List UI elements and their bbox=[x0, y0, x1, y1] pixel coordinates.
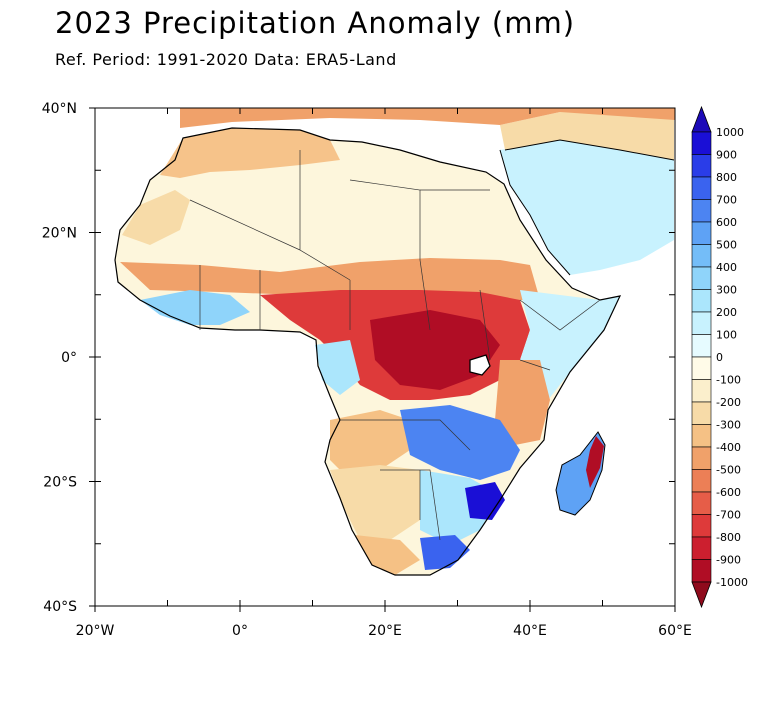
map-title: 2023 Precipitation Anomaly (mm) bbox=[55, 6, 576, 40]
colorbar-label: 900 bbox=[716, 149, 737, 162]
colorbar-swatch bbox=[691, 356, 712, 380]
colorbar-label: 100 bbox=[716, 329, 737, 342]
y-tick-label: 20°S bbox=[43, 475, 77, 491]
colorbar-swatch bbox=[691, 311, 712, 335]
colorbar-label: -800 bbox=[716, 531, 741, 544]
colorbar-swatch bbox=[691, 334, 712, 358]
colorbar-label: 1000 bbox=[716, 126, 744, 139]
region-congo-core-deficit bbox=[370, 310, 500, 390]
colorbar-label: -100 bbox=[716, 374, 741, 387]
region-madagascar-east-deficit bbox=[586, 436, 604, 488]
colorbar-swatch bbox=[691, 379, 712, 403]
region-mozambique-surplus bbox=[465, 482, 505, 520]
colorbar-swatch bbox=[691, 401, 712, 425]
region-namibia-deficit bbox=[330, 465, 420, 540]
x-tick-label: 0° bbox=[232, 623, 248, 639]
y-tick-label: 40°S bbox=[43, 599, 77, 615]
region-guinea-coast-surplus bbox=[140, 290, 250, 325]
region-sahel-deficit bbox=[120, 258, 540, 300]
colorbar-label: -600 bbox=[716, 486, 741, 499]
colorbar-top-arrow bbox=[691, 105, 712, 133]
map-content bbox=[114, 108, 675, 576]
colorbar-swatch bbox=[691, 244, 712, 268]
colorbar-label: 600 bbox=[716, 216, 737, 229]
lake-victoria bbox=[469, 354, 491, 376]
x-tick-label: 60°E bbox=[658, 623, 692, 639]
colorbar-bottom-arrow bbox=[691, 581, 712, 609]
colorbar-swatch bbox=[691, 446, 712, 470]
colorbar-label: -500 bbox=[716, 464, 741, 477]
colorbar-swatch bbox=[691, 199, 712, 223]
region-cape-deficit bbox=[355, 535, 420, 575]
map-subtitle: Ref. Period: 1991-2020 Data: ERA5-Land bbox=[55, 50, 397, 69]
x-tick-label: 20°W bbox=[76, 623, 115, 639]
region-west-sahara-coast bbox=[122, 190, 190, 245]
region-horn-of-africa bbox=[520, 290, 620, 400]
region-levant bbox=[500, 112, 674, 160]
colorbar-swatch bbox=[691, 559, 712, 583]
colorbar-swatch bbox=[691, 131, 712, 155]
x-tick-label: 40°E bbox=[513, 623, 547, 639]
colorbar-label: -900 bbox=[716, 554, 741, 567]
y-tick-label: 0° bbox=[61, 350, 77, 366]
colorbar-swatch bbox=[691, 469, 712, 493]
colorbar-label: -300 bbox=[716, 419, 741, 432]
y-tick-label: 20°N bbox=[42, 226, 77, 242]
colorbar-swatch bbox=[691, 536, 712, 560]
colorbar-label: 200 bbox=[716, 306, 737, 319]
colorbar-label: -200 bbox=[716, 396, 741, 409]
colorbar-label: 400 bbox=[716, 261, 737, 274]
colorbar-label: 0 bbox=[716, 351, 723, 364]
x-tick-label: 20°E bbox=[368, 623, 402, 639]
colorbar-label: 500 bbox=[716, 239, 737, 252]
region-southern-africa-surplus bbox=[400, 405, 520, 480]
colorbar-label: 300 bbox=[716, 284, 737, 297]
region-europe-south bbox=[180, 108, 675, 128]
red-sea-coast bbox=[499, 139, 675, 276]
colorbar-swatch bbox=[691, 221, 712, 245]
colorbar-label: -1000 bbox=[716, 576, 748, 589]
colorbar-swatch bbox=[691, 154, 712, 178]
colorbar-swatch bbox=[691, 266, 712, 290]
colorbar-swatch bbox=[691, 514, 712, 538]
y-tick-label: 40°N bbox=[42, 101, 77, 117]
region-maghreb-coast bbox=[160, 128, 340, 178]
region-natal-surplus bbox=[420, 535, 470, 570]
colorbar-swatch bbox=[691, 491, 712, 515]
region-east-africa-deficit bbox=[495, 360, 550, 445]
colorbar-swatch bbox=[691, 289, 712, 313]
colorbar-label: 800 bbox=[716, 171, 737, 184]
region-angola-deficit bbox=[330, 410, 410, 475]
africa-coastline bbox=[114, 127, 622, 576]
axis-ticks: 20°W 0° 20°E 40°E 60°E 40°N 20°N 0° 20°S 40°S bbox=[42, 101, 692, 639]
colorbar: 10009008007006005004003002001000-100-200… bbox=[691, 105, 748, 609]
colorbar-label: 700 bbox=[716, 194, 737, 207]
colorbar-swatch bbox=[691, 424, 712, 448]
colorbar-swatch bbox=[691, 176, 712, 200]
region-gabon-surplus bbox=[315, 340, 360, 395]
country-borders bbox=[189, 150, 601, 541]
colorbar-label: -700 bbox=[716, 509, 741, 522]
colorbar-label: -400 bbox=[716, 441, 741, 454]
